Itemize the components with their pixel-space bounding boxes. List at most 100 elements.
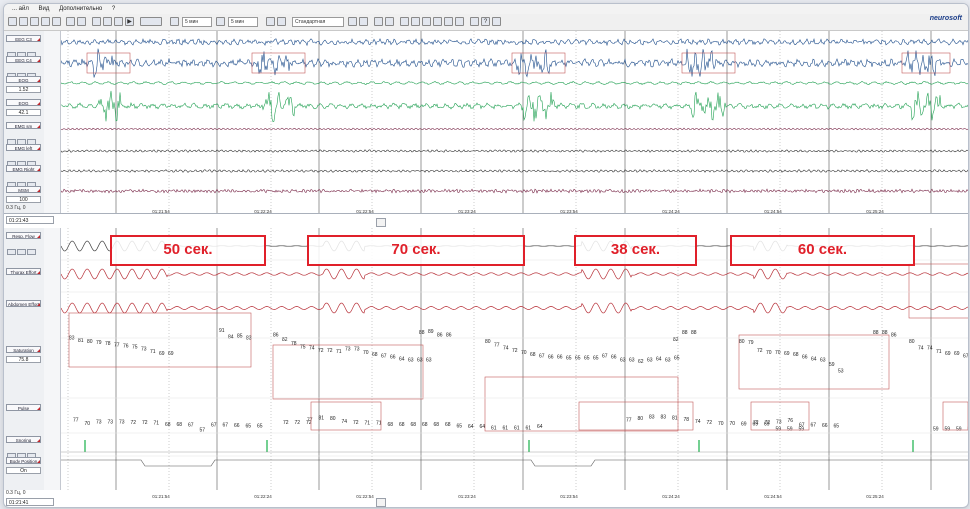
saturation-value: 71 — [150, 349, 156, 355]
hypnogram-icon[interactable] — [422, 17, 431, 26]
analysis-icon[interactable] — [400, 17, 409, 26]
pulse-value: 74 — [695, 419, 701, 425]
channel-buttons[interactable] — [7, 154, 37, 167]
upper-time-field[interactable]: 01:21:43 — [6, 216, 54, 224]
channel-buttons[interactable] — [7, 45, 37, 58]
thorax-effort-trace — [61, 268, 968, 280]
channel-label[interactable]: EMG Right — [6, 165, 41, 172]
help-icon[interactable]: ? — [481, 17, 490, 26]
zoom-icon[interactable] — [277, 17, 286, 26]
export-icon[interactable] — [470, 17, 479, 26]
report-icon[interactable] — [411, 17, 420, 26]
lower-time-field[interactable]: 01:21:41 — [6, 498, 54, 506]
menu-extra[interactable]: Дополнительно — [59, 6, 103, 12]
info-icon[interactable] — [492, 17, 501, 26]
saturation-value: 86 — [437, 332, 443, 338]
channel-label[interactable]: Resp. Flow — [6, 232, 41, 239]
saturation-value: 73 — [345, 347, 351, 353]
menu-file[interactable]: ... айл — [12, 6, 29, 12]
marker-icon[interactable] — [266, 17, 275, 26]
saturation-value: 88 — [419, 330, 425, 336]
menu-bar: ... айл Вид Дополнительно ? — [4, 4, 968, 14]
eeg-plot-area[interactable] — [61, 31, 968, 213]
grid-icon[interactable] — [216, 17, 225, 26]
saturation-value: 63 — [426, 358, 432, 364]
emg-left-trace — [61, 149, 968, 153]
save-icon[interactable] — [30, 17, 39, 26]
stop-icon[interactable] — [114, 17, 123, 26]
msm-trace — [61, 188, 968, 194]
channel-label[interactable]: EOG — [6, 99, 41, 106]
channel-buttons[interactable] — [7, 66, 37, 79]
channel-label[interactable]: MSM — [6, 186, 41, 193]
copy-icon[interactable] — [52, 17, 61, 26]
new-icon[interactable] — [8, 17, 17, 26]
pulse-value: 71 — [365, 421, 371, 427]
time-tick-label: 01:22:24 — [254, 209, 272, 214]
saturation-value: 69 — [159, 351, 165, 357]
channel-buttons[interactable] — [7, 132, 37, 145]
channel-value: 42.1 — [6, 109, 41, 116]
ruler-icon[interactable] — [140, 17, 162, 26]
channel-label[interactable]: EMG sm — [6, 122, 41, 129]
moon-icon[interactable] — [433, 17, 442, 26]
saturation-value: 79 — [748, 340, 754, 346]
channel-label[interactable]: Thorax Effort — [6, 268, 41, 275]
channels-icon[interactable] — [374, 17, 383, 26]
saturation-value: 80 — [87, 339, 93, 345]
pulse-value: 68 — [388, 422, 394, 428]
upper-scroll-handle[interactable] — [376, 218, 386, 227]
saturation-value: 80 — [739, 339, 745, 345]
crosshair-icon[interactable] — [385, 17, 394, 26]
saturation-event-box — [484, 376, 679, 432]
saturation-value: 74 — [503, 346, 509, 352]
channel-label[interactable]: Abdomen Effort — [6, 300, 41, 307]
time-tick-label: 01:24:54 — [764, 209, 782, 214]
channel-label[interactable]: EEG C4 — [6, 56, 41, 63]
menu-view[interactable]: Вид — [38, 6, 50, 12]
channel-label[interactable]: EEG C3 — [6, 35, 41, 42]
stats-icon[interactable] — [455, 17, 464, 26]
print-preview-icon[interactable] — [77, 17, 86, 26]
channel-buttons[interactable] — [7, 242, 37, 255]
filter-icon[interactable] — [348, 17, 357, 26]
eeg-c4-trace — [61, 48, 968, 78]
channel-label[interactable]: EMG left — [6, 144, 41, 151]
channel-label[interactable]: Snoring — [6, 436, 41, 443]
time-tick-label: 01:22:24 — [254, 494, 272, 499]
saturation-value: 70 — [775, 350, 781, 356]
channel-label[interactable]: EOG — [6, 76, 41, 83]
epoch-icon[interactable] — [170, 17, 179, 26]
pulse-value: 65 — [246, 424, 252, 430]
channel-buttons[interactable] — [7, 175, 37, 188]
open-icon[interactable] — [19, 17, 28, 26]
saturation-value: 88 — [873, 330, 879, 336]
print-icon[interactable] — [41, 17, 50, 26]
channel-buttons[interactable] — [7, 446, 37, 459]
lower-scroll-handle[interactable] — [376, 498, 386, 507]
montage-select[interactable]: Стандартная — [292, 17, 344, 27]
channel-label[interactable]: Saturation — [6, 346, 41, 353]
respiratory-plot-area[interactable]: 83 81 80 79 78 77 76 75 73 71 69 69 91 84 85 83 86 82 78 75… — [61, 228, 968, 490]
saturation-event-box — [738, 334, 890, 390]
settings-icon[interactable] — [66, 17, 75, 26]
pulse-value: 59 — [799, 427, 805, 433]
saturation-value: 89 — [428, 329, 434, 335]
saturation-value: 88 — [682, 330, 688, 336]
pause-icon[interactable] — [103, 17, 112, 26]
saturation-value: 53 — [838, 369, 844, 375]
timebase-select[interactable]: 5 мин — [182, 17, 212, 27]
sigma-icon[interactable] — [444, 17, 453, 26]
menu-help[interactable]: ? — [111, 6, 116, 12]
channel-label[interactable]: Body Position — [6, 457, 41, 464]
saturation-value: 63 — [620, 358, 626, 364]
play-icon[interactable]: ▶ — [125, 17, 134, 26]
pulse-value: 81 — [672, 416, 678, 422]
scale-select[interactable]: 5 мин — [228, 17, 258, 27]
events-icon[interactable] — [359, 17, 368, 26]
time-tick-label: 01:21:54 — [152, 209, 170, 214]
saturation-value: 67 — [963, 353, 968, 359]
record-icon[interactable] — [92, 17, 101, 26]
filter-readout: 0.3 Гц, 0 — [6, 490, 26, 496]
channel-label[interactable]: Pulse — [6, 404, 41, 411]
